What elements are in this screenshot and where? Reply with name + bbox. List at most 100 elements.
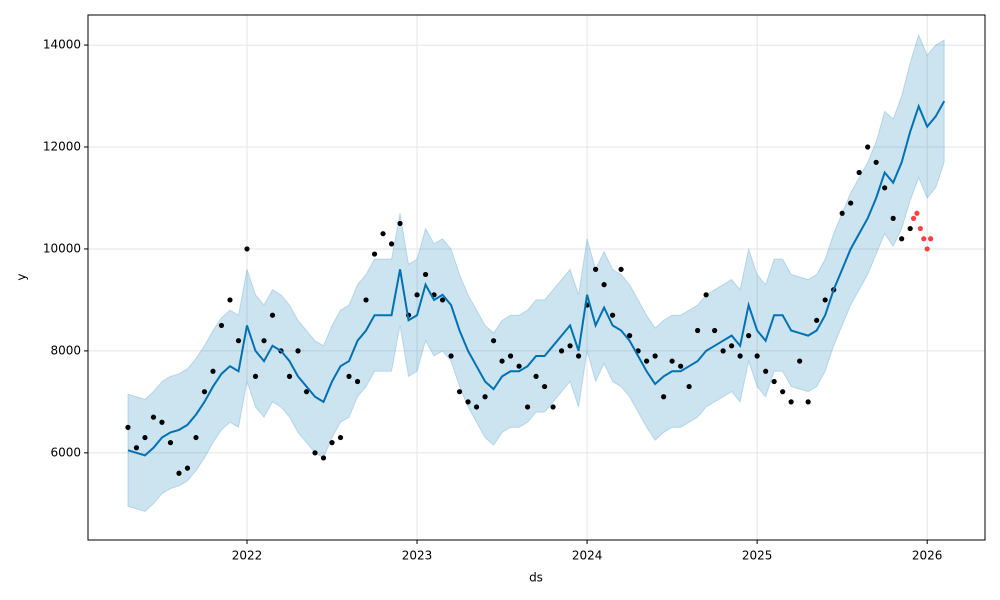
observed-point — [754, 353, 760, 359]
observed-point — [473, 404, 480, 410]
observed-point — [592, 266, 599, 272]
y-tick-label: 10000 — [43, 241, 81, 255]
observed-point — [465, 399, 471, 405]
observed-point — [184, 465, 191, 471]
observed-point — [397, 220, 403, 227]
observed-point — [771, 378, 777, 385]
observed-point — [541, 383, 548, 390]
observed-point — [507, 353, 514, 359]
observed-point — [346, 373, 352, 379]
observed-point — [252, 373, 259, 379]
observed-point — [329, 440, 335, 446]
x-tick-label: 2024 — [572, 549, 603, 563]
observed-point — [788, 399, 794, 405]
observed-point — [805, 399, 811, 405]
observed-point — [388, 241, 395, 247]
observed-point — [822, 297, 828, 303]
observed-point — [142, 434, 148, 441]
observed-point — [201, 389, 208, 395]
observed-point — [661, 394, 667, 400]
x-axis-label: ds — [529, 571, 543, 585]
observed-point — [567, 343, 573, 349]
observed-point — [609, 312, 616, 318]
observed-point — [720, 348, 726, 354]
observed-point — [150, 414, 157, 420]
observed-point — [337, 434, 344, 441]
observed-point — [422, 271, 429, 278]
observed-point — [261, 338, 267, 344]
observed-point — [176, 470, 182, 476]
axes-frame — [87, 14, 986, 541]
observed-point — [295, 348, 301, 354]
observed-point — [448, 353, 454, 359]
observed-point — [873, 159, 879, 165]
observed-point — [244, 246, 250, 252]
observed-point — [354, 378, 361, 385]
observed-point — [927, 236, 934, 242]
observed-point — [575, 353, 582, 359]
y-axis-label: y — [15, 273, 29, 280]
observed-point — [703, 292, 709, 298]
observed-point — [924, 246, 930, 252]
observed-point — [695, 327, 701, 334]
observed-point — [439, 297, 446, 303]
observed-point — [499, 358, 505, 364]
observed-point — [380, 231, 386, 237]
observed-point — [371, 251, 378, 257]
plot-area — [125, 33, 946, 513]
observed-point — [210, 368, 216, 374]
observed-point — [269, 312, 276, 318]
grid — [88, 15, 985, 540]
observed-point — [652, 353, 658, 359]
observed-point — [686, 383, 692, 390]
observed-point — [644, 358, 650, 364]
observed-point — [890, 215, 896, 221]
observed-point — [218, 322, 225, 329]
observed-point — [865, 144, 871, 150]
observed-point — [627, 333, 633, 339]
observed-point — [917, 225, 923, 232]
observed-point — [524, 404, 531, 410]
observed-point — [516, 363, 522, 369]
observed-point — [882, 185, 888, 191]
observed-point — [856, 169, 862, 176]
observed-point — [848, 200, 854, 206]
observed-point — [550, 404, 556, 410]
observed-point — [814, 317, 820, 323]
observed-point — [729, 343, 735, 349]
observed-point — [899, 236, 905, 242]
observed-point — [312, 450, 318, 456]
observed-point — [737, 353, 743, 359]
observed-point — [910, 215, 917, 221]
y-tick-label: 8000 — [50, 343, 81, 357]
observed-point — [746, 333, 752, 339]
observed-point — [133, 445, 140, 451]
observed-point — [227, 297, 233, 303]
observed-point — [125, 424, 131, 430]
observed-point — [193, 434, 199, 441]
uncertainty-band — [127, 33, 945, 513]
observed-point — [618, 266, 624, 272]
observed-point — [839, 210, 845, 216]
observed-point — [320, 455, 327, 461]
observed-point — [914, 210, 920, 216]
y-tick-label: 12000 — [43, 140, 81, 154]
observed-point — [303, 389, 310, 395]
observed-point — [558, 348, 565, 354]
x-tick-label: 2023 — [402, 549, 433, 563]
observed-point — [235, 338, 242, 344]
forecast-line — [127, 100, 946, 457]
observed-point — [286, 373, 293, 379]
observed-point — [678, 363, 684, 369]
observed-point — [533, 373, 539, 379]
x-tick-label: 2022 — [232, 549, 263, 563]
observed-point — [456, 389, 463, 395]
observed-point — [167, 440, 174, 446]
x-tick-label: 2026 — [912, 549, 943, 563]
observed-point — [490, 338, 497, 344]
observed-point — [921, 236, 927, 242]
x-tick-label: 2025 — [742, 549, 773, 563]
observed-point — [763, 368, 769, 374]
